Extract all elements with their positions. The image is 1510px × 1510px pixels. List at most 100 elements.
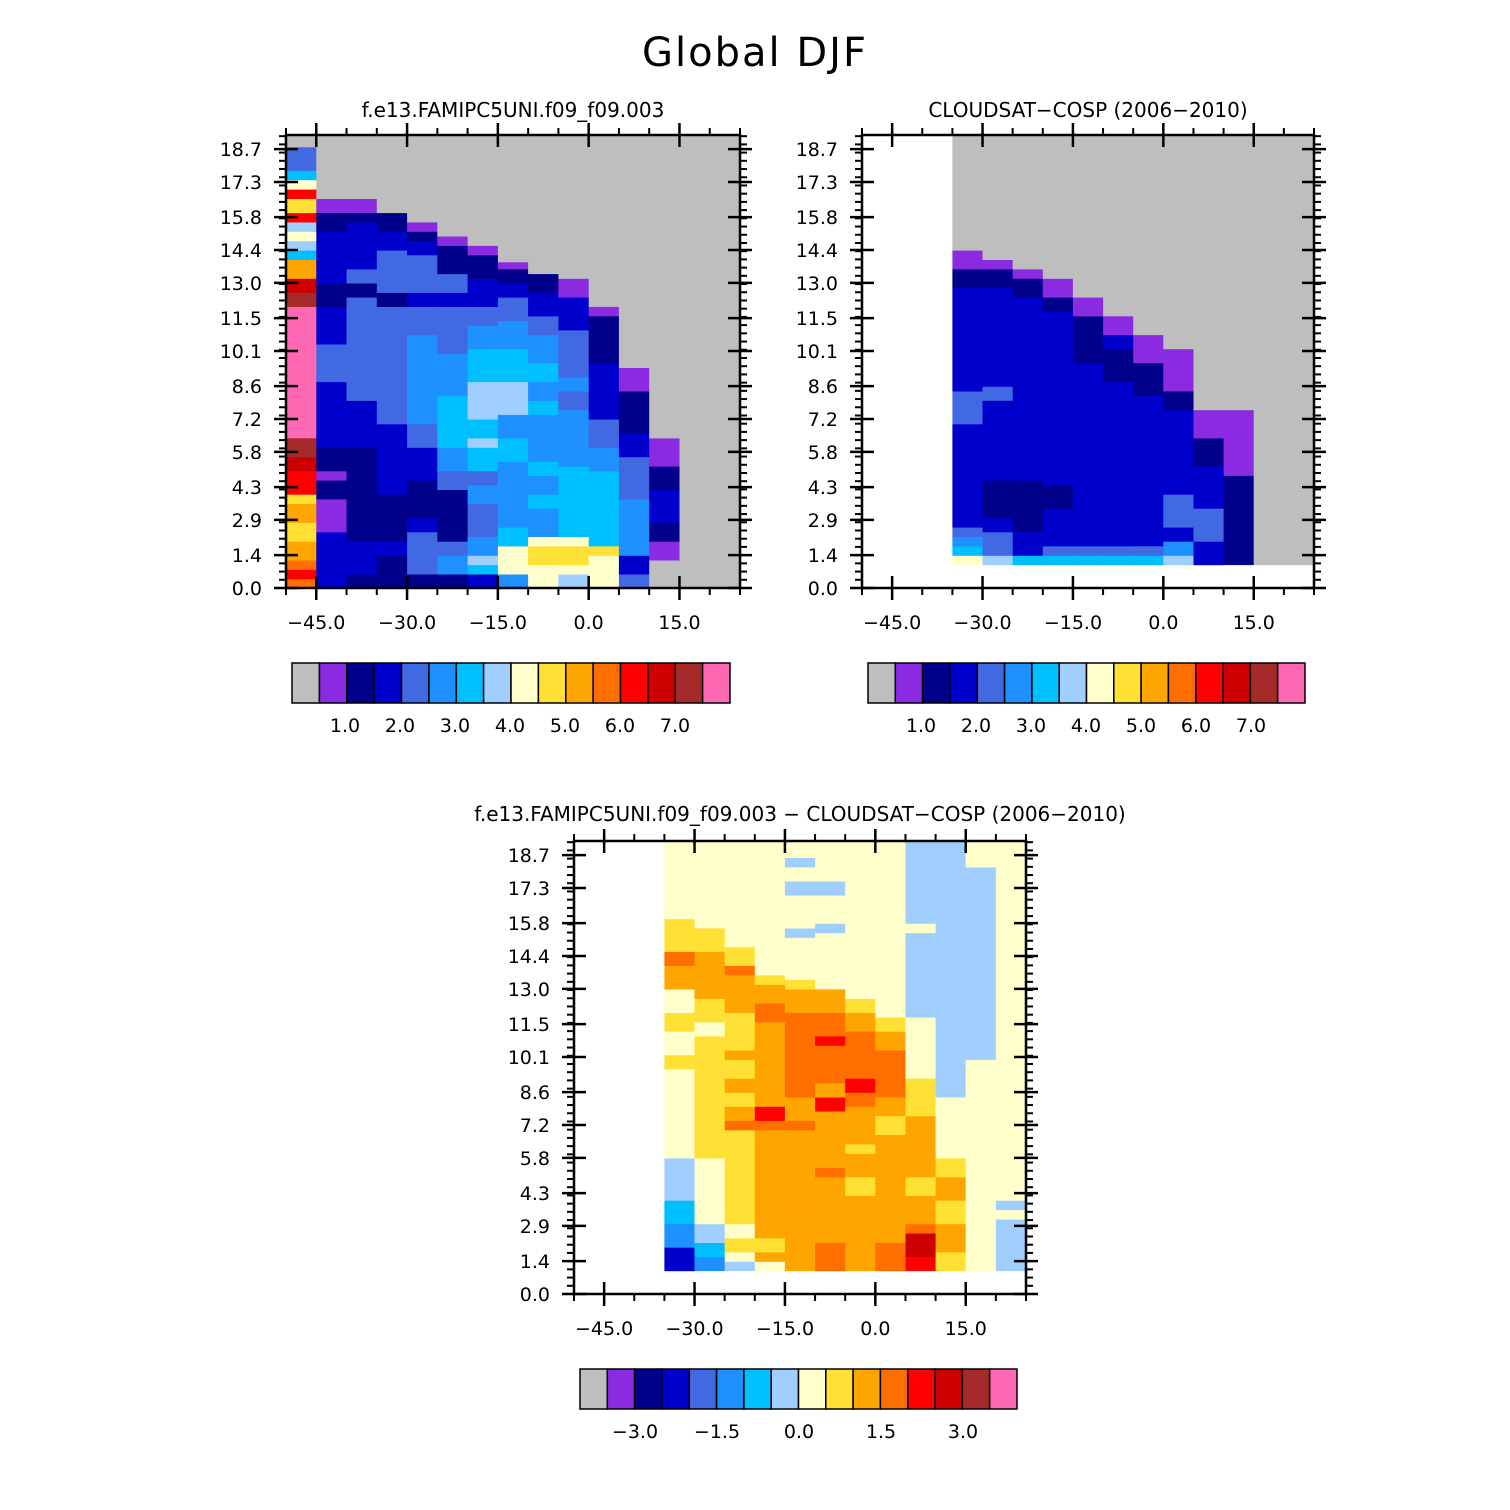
heatmap-cell	[754, 1261, 786, 1272]
colorbar-swatch	[400, 662, 430, 704]
y-tick-label: 5.8	[808, 442, 838, 464]
heatmap-cell	[588, 306, 620, 317]
x-tick-label: −45.0	[287, 612, 345, 634]
y-tick-label: 0.0	[520, 1284, 550, 1306]
heatmap-cell	[376, 555, 408, 589]
x-tick-label: 15.0	[945, 1318, 987, 1340]
y-tick-label: 17.3	[796, 172, 838, 194]
heatmap-cell	[376, 282, 408, 293]
heatmap-cell	[845, 1031, 876, 1051]
heatmap-cell	[664, 1247, 696, 1272]
heatmap-cell	[649, 465, 681, 490]
colorbar: −3.0 −1.5 0.0 1.5 3.0	[579, 1368, 1018, 1443]
heatmap-cell	[407, 480, 438, 519]
colorbar-label: 5.0	[1126, 715, 1156, 737]
heatmap-cell	[952, 545, 984, 556]
heatmap-cell	[618, 480, 650, 500]
heatmap-cell	[558, 353, 590, 378]
plot-frame	[860, 133, 1316, 590]
heatmap-cell	[528, 273, 559, 293]
heatmap-cell	[1163, 390, 1194, 411]
colorbar-swatch	[743, 1368, 772, 1410]
heatmap-cell	[1223, 409, 1255, 476]
heatmap-cell	[982, 135, 1014, 260]
heatmap-cell	[316, 231, 348, 260]
colorbar-swatch	[1085, 662, 1115, 704]
heatmap-cell	[286, 189, 317, 199]
heatmap-cell	[784, 937, 816, 957]
heatmap-cell	[558, 135, 590, 279]
y-tick-label: 8.6	[808, 376, 838, 398]
y-tick-label: 14.4	[796, 240, 838, 262]
heatmap-cell	[376, 221, 408, 232]
heatmap-cell	[467, 419, 499, 439]
heatmap-cell	[905, 1143, 937, 1178]
heatmap-cell	[286, 135, 317, 148]
heatmap-cell	[905, 1176, 937, 1196]
heatmap-cell	[784, 880, 816, 896]
heatmap-cell	[588, 494, 620, 528]
heatmap-cell	[528, 135, 559, 275]
heatmap-cell	[664, 1200, 696, 1225]
x-tick-label: 0.0	[860, 1318, 890, 1340]
heatmap-cell	[982, 287, 1014, 387]
heatmap-cell	[815, 1242, 846, 1272]
heatmap-cell	[905, 1256, 937, 1272]
heatmap-cell	[437, 470, 469, 490]
heatmap-cell	[995, 1218, 1027, 1272]
panel-title: f.e13.FAMIPC5UNI.f09_f09.003	[362, 98, 665, 122]
heatmap-cell	[754, 1251, 786, 1262]
heatmap-cell	[724, 1237, 756, 1253]
heatmap-cell	[618, 390, 650, 434]
heatmap-cell	[286, 578, 317, 589]
heatmap-cell	[346, 198, 378, 214]
heatmap-cell	[558, 278, 590, 298]
heatmap-cell	[845, 1153, 876, 1178]
colorbar-swatch	[1113, 662, 1142, 704]
colorbar-swatch	[647, 662, 677, 704]
heatmap-cell	[316, 531, 348, 575]
colorbar-swatch	[674, 662, 704, 704]
heatmap-cell	[845, 998, 876, 1013]
heatmap-cell	[467, 470, 499, 486]
heatmap-cell	[407, 240, 438, 256]
y-tick-label: 5.8	[232, 442, 262, 464]
heatmap-cell	[376, 447, 408, 495]
colorbar-label: 1.0	[906, 715, 936, 737]
y-tick-label: 0.0	[808, 578, 838, 600]
heatmap-cell	[875, 841, 906, 1018]
heatmap-cell	[952, 423, 984, 519]
heatmap-cell	[784, 988, 816, 1013]
heatmap-cell	[376, 231, 408, 251]
x-tick-label: 0.0	[1148, 612, 1178, 634]
heatmap-cell	[497, 508, 529, 528]
heatmap-cell	[754, 1106, 786, 1121]
heatmap-cell	[754, 1120, 786, 1131]
heatmap-cell	[754, 974, 786, 985]
colorbar-swatch	[701, 662, 731, 704]
heatmap-cell	[407, 334, 438, 401]
heatmap-cell	[346, 315, 378, 378]
x-tick-label: −15.0	[756, 1318, 814, 1340]
heatmap-cell	[437, 292, 469, 307]
heatmap-cell	[407, 278, 438, 293]
heatmap-cell	[407, 423, 438, 448]
heatmap-cell	[497, 297, 529, 322]
heatmap-cell	[618, 367, 650, 392]
heatmap-cell	[558, 545, 590, 566]
heatmap-cell	[694, 927, 726, 938]
colorbar-swatch	[894, 662, 924, 704]
x-tick-label: −15.0	[1044, 612, 1102, 634]
heatmap-cell	[845, 1012, 876, 1032]
heatmap-cell	[316, 198, 348, 214]
heatmap-cell	[1042, 484, 1074, 509]
y-tick-label: 7.2	[808, 409, 838, 431]
x-tick-label: −30.0	[953, 612, 1011, 634]
heatmap-cell	[407, 306, 438, 336]
heatmap-cell	[724, 965, 756, 976]
heatmap-cell	[784, 927, 816, 938]
heatmap-cell	[875, 1162, 906, 1197]
heatmap-cell	[528, 536, 559, 547]
heatmap-cell	[1133, 334, 1164, 364]
